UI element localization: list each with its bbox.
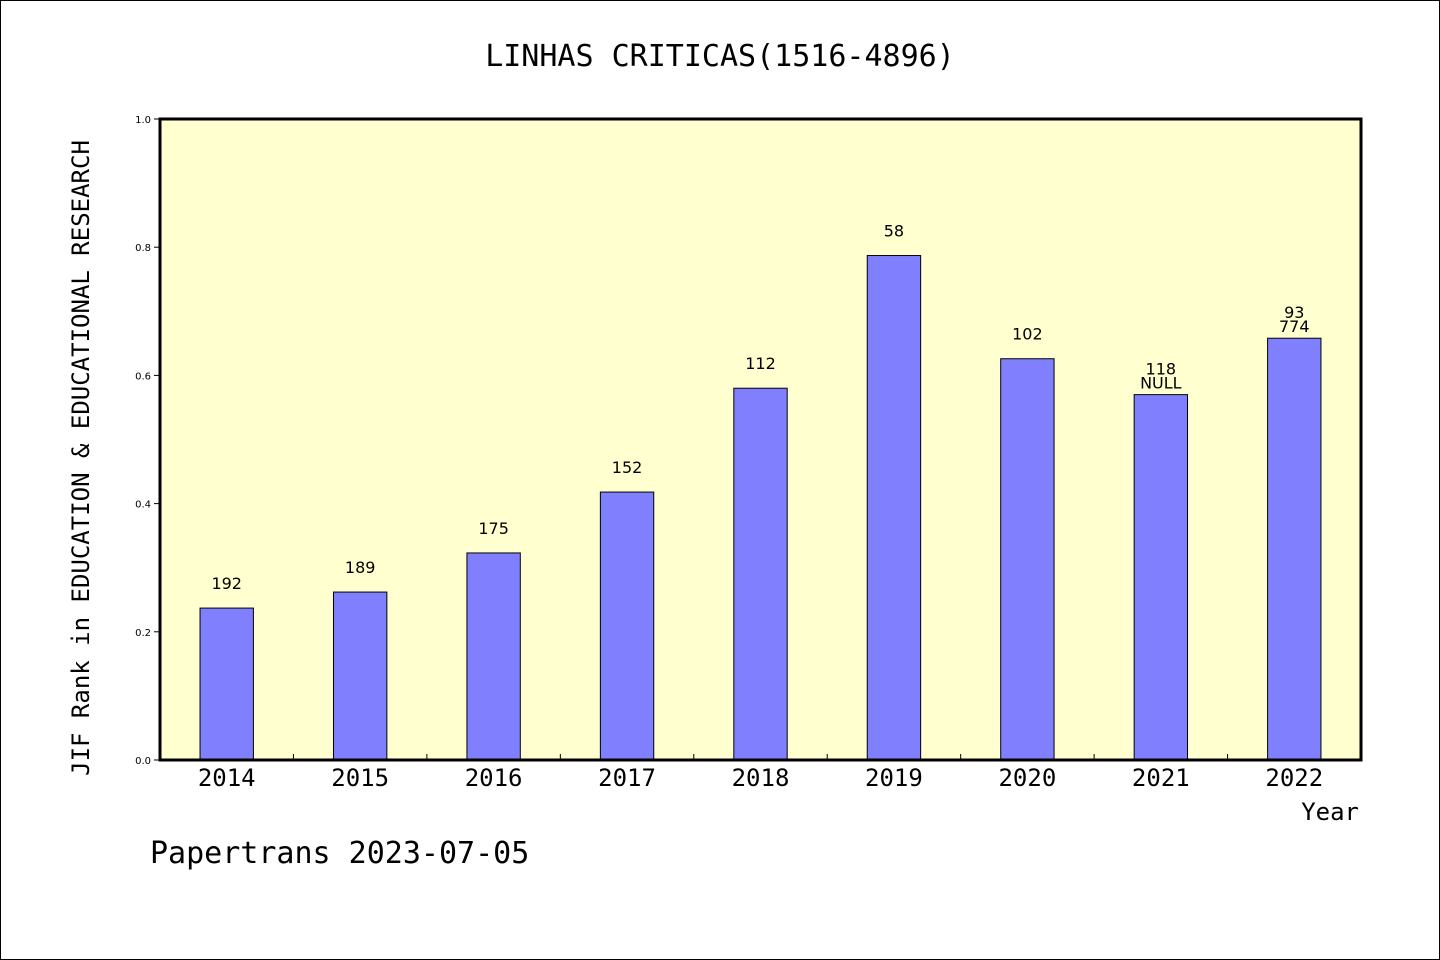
x-tick-label: 2016 [465,764,523,792]
bar-2014 [199,607,254,761]
x-axis-title: Year [1301,798,1359,826]
x-tick-label: 2019 [865,764,923,792]
x-tick-label: 2015 [331,764,389,792]
bar-2018 [733,387,788,761]
bar-value-label: 58 [884,222,904,241]
y-tick-label: 0.2 [135,628,151,639]
x-tick-label: 2020 [998,764,1056,792]
plot-border [158,117,1363,762]
bar-value-label: 175 [478,519,509,538]
x-tick-label: 2017 [598,764,656,792]
bar-2019 [866,255,922,761]
x-tick-label: 2014 [198,764,256,792]
bar-value-label: 112 [745,354,776,373]
footer-credit: Papertrans 2023-07-05 [150,836,529,871]
x-tick-label: 2021 [1132,764,1190,792]
x-tick-label: 2022 [1265,764,1323,792]
bar-value-label: 152 [612,458,643,477]
y-tick-label: 0.6 [135,371,151,382]
y-tick-label: 1.0 [135,115,151,126]
x-tick-label: 2018 [732,764,790,792]
y-tick-label: 0.4 [135,500,151,511]
bar-2020 [1000,358,1055,761]
y-axis-title: JIF Rank in EDUCATION & EDUCATIONAL RESE… [67,140,95,776]
bar-secondary-label: 774 [1279,317,1310,336]
bar-value-label: 192 [211,574,242,593]
bar-value-label: 93 [1284,303,1304,322]
bar-value-label: 102 [1012,325,1043,344]
bar-value-label: 189 [345,558,376,577]
bar-2022 [1267,337,1322,761]
bar-2015 [332,591,388,761]
bar-2021 [1133,394,1189,761]
bars-group [199,255,1322,761]
bar-2017 [599,491,655,761]
y-tick-label: 0.0 [135,756,151,767]
bar-secondary-label: NULL [1140,374,1182,393]
x-axis-ticks: 2014 2015 2016 2017 2018 2019 2020 2021 2022 [198,754,1323,792]
y-tick-label: 0.8 [135,243,151,254]
bar-value-label: 118 [1146,360,1177,379]
bar-2016 [466,552,521,761]
y-axis-ticks: 0.0 0.2 0.4 0.6 0.8 1.0 [135,115,160,767]
chart-title: LINHAS CRITICAS(1516-4896) [485,39,955,74]
